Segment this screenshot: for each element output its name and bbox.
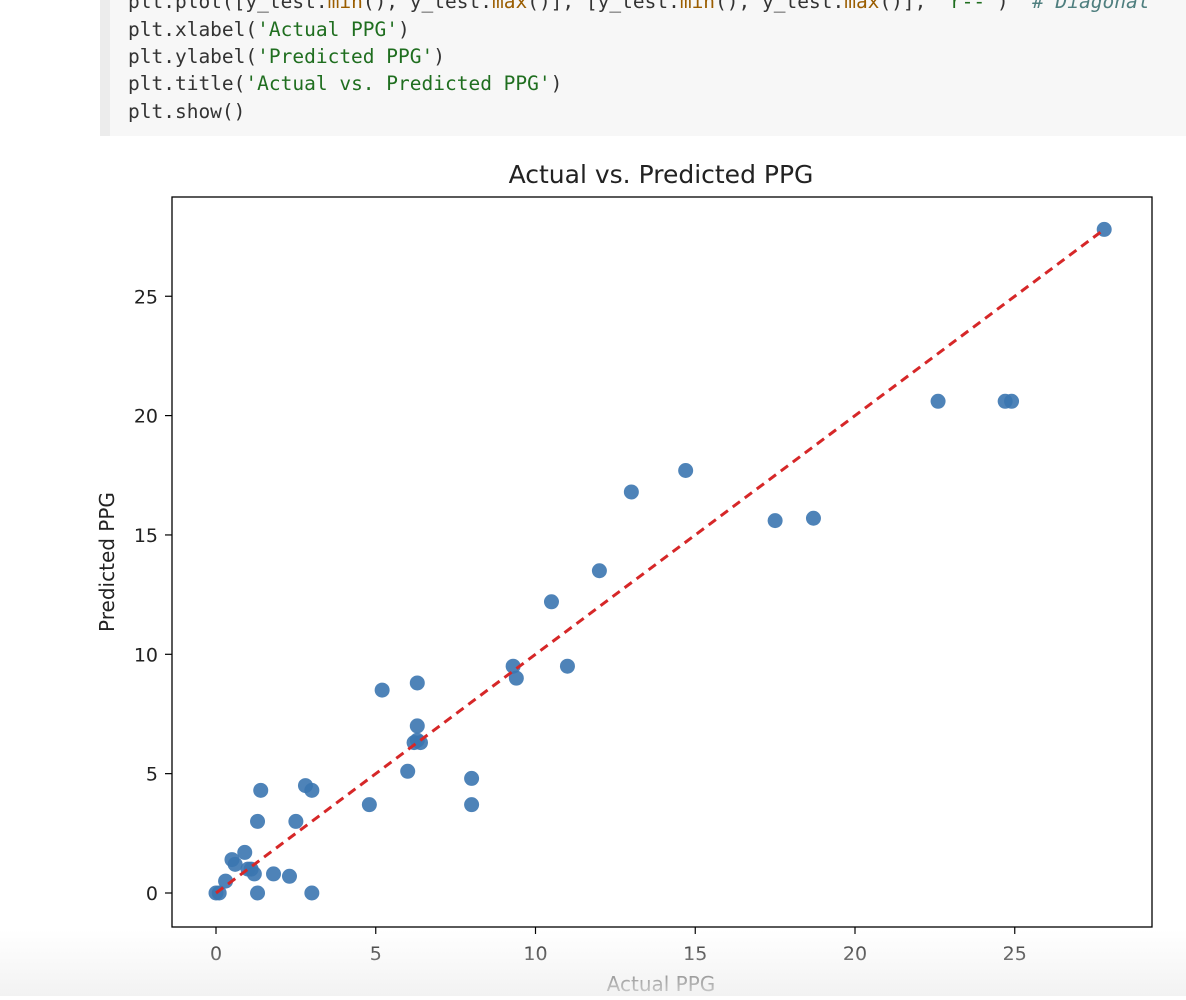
scatter-point [400,763,416,779]
code-token: plt.show() [128,100,246,123]
scatter-point [464,797,480,813]
scatter-point [591,563,607,579]
scatter-point [361,797,377,813]
y-axis-ticks: 0 5 10 15 20 25 [134,286,172,905]
scatter-point [543,594,559,610]
scatter-point [505,658,521,674]
scatter-point [1004,393,1020,409]
scatter-points [208,221,1112,901]
scatter-point [508,670,524,686]
y-tick-label: 25 [134,286,158,308]
scatter-point [281,868,297,884]
code-line-4: plt.title('Actual vs. Predicted PPG') [128,70,562,98]
y-tick-label: 10 [134,644,158,666]
scatter-point [409,675,425,691]
scatter-chart: Actual vs. Predicted PPG 0 5 10 15 20 25 0 5 10… [95,160,1153,996]
code-token: 'Actual PPG' [257,18,399,41]
code-token: min [327,0,363,13]
scatter-point [288,813,304,829]
x-tick-label: 0 [210,943,222,965]
code-token: 'Predicted PPG' [257,45,434,68]
code-token: ()], [879,0,939,13]
y-tick-label: 0 [146,883,158,905]
code-line-3: plt.ylabel('Predicted PPG') [128,43,445,71]
scatter-point [374,682,390,698]
x-tick-label: 5 [370,943,382,965]
code-token: max [844,0,880,13]
code-token: ) [996,0,1033,13]
code-token: plt.xlabel( [128,18,258,41]
code-token: ) [550,72,563,95]
x-tick-label: 15 [683,943,707,965]
code-token: plt.plot([y_test. [128,0,328,13]
code-token: ) [398,18,410,41]
code-line-2: plt.xlabel('Actual PPG') [128,16,410,44]
scatter-point [246,866,262,882]
code-token: (), y_test. [362,0,492,13]
scatter-point [805,510,821,526]
y-tick-label: 5 [146,764,158,786]
scatter-point [930,393,946,409]
code-token: # Diagonal [1032,0,1150,13]
plot-area [171,196,1153,928]
code-token: 'r--' [938,0,997,13]
code-token: min [679,0,716,13]
y-tick-label: 15 [134,525,158,547]
x-tick-label: 25 [1003,943,1027,965]
code-line-5: plt.show() [128,98,245,126]
scatter-point [304,782,320,798]
scatter-point [464,770,480,786]
scatter-point [227,856,243,872]
code-token: 'Actual vs. Predicted PPG' [245,72,551,95]
code-token: ()], [y_test. [527,0,680,13]
x-axis-label: Actual PPG [607,972,716,996]
code-token: ) [433,45,445,68]
y-tick-label: 20 [134,406,158,428]
scatter-point [250,885,266,901]
scatter-point [623,484,639,500]
scatter-point [253,782,269,798]
scatter-point [266,866,282,882]
x-tick-label: 20 [843,943,867,965]
y-axis-label: Predicted PPG [95,492,119,632]
scatter-point [409,718,425,734]
scatter-point [237,844,253,860]
code-token: max [491,0,528,13]
diagonal-line [215,228,1106,895]
x-tick-label: 10 [523,943,547,965]
code-line-1: plt.plot([y_test.min(), y_test.max()], [… [128,0,1149,16]
scatter-point [559,658,575,674]
code-token: plt.ylabel( [128,45,258,68]
code-cell[interactable]: plt.plot([y_test.min(), y_test.max()], [… [100,0,1186,136]
chart-title: Actual vs. Predicted PPG [509,160,814,189]
scatter-point [304,885,320,901]
code-token: plt.title( [128,72,246,95]
x-axis-ticks: 0 5 10 15 20 25 [210,927,1027,965]
scatter-point [678,463,694,479]
scatter-point [250,813,266,829]
code-token: (), y_test. [715,0,845,13]
scatter-point [767,513,783,529]
cell-output: Actual vs. Predicted PPG 0 5 10 15 20 25 0 5 10… [0,140,1186,996]
